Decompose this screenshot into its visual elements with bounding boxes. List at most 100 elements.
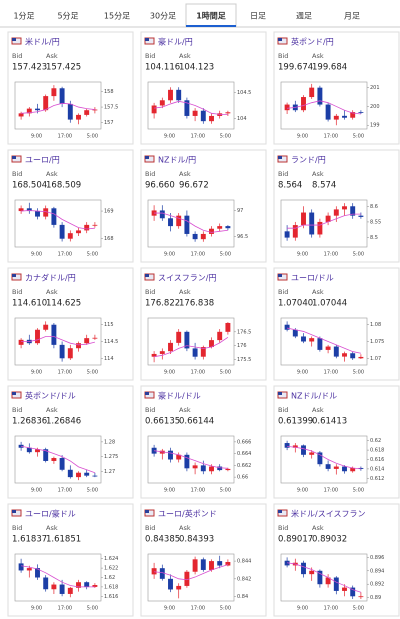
tab[interactable]: 1分足 [13, 12, 34, 21]
x-tick-label: 17:00 [58, 134, 72, 140]
candle-body [84, 582, 90, 587]
pair-name: 米ドル/スイスフラン [291, 509, 365, 519]
moving-average [287, 445, 361, 470]
candle-body [225, 112, 231, 114]
bid-label: Bid [278, 288, 288, 296]
tab[interactable]: 1時間足 [196, 11, 227, 21]
candle-body [35, 568, 40, 578]
y-tick-label: 201 [370, 85, 380, 91]
candle-body [192, 233, 198, 240]
candle-body [292, 445, 298, 448]
moving-average [154, 100, 228, 115]
x-tick-label: 5:00 [353, 252, 364, 258]
candle-body [284, 231, 290, 238]
y-tick-label: 8.55 [370, 219, 381, 225]
x-tick-label: 5:00 [220, 134, 231, 140]
tab[interactable]: 月足 [344, 12, 360, 21]
candle-body [92, 109, 98, 111]
x-tick-label: 5:00 [353, 606, 364, 612]
candle-body [51, 458, 57, 461]
bid-label: Bid [278, 170, 288, 178]
y-tick-label: 158 [104, 89, 114, 95]
candle-body [67, 587, 73, 594]
candle-body [76, 343, 81, 349]
candle-body [151, 568, 157, 575]
candle-body [333, 209, 339, 216]
ask-value: 168.509 [46, 181, 81, 191]
candle-body [284, 443, 290, 448]
y-tick-label: 169 [104, 209, 114, 215]
ask-value: 0.89032 [312, 535, 347, 545]
x-tick-label: 9:00 [297, 252, 308, 258]
y-tick-label: 0.614 [370, 466, 384, 472]
ask-value: 1.26846 [46, 417, 81, 427]
ask-label: Ask [312, 288, 324, 296]
candle-body [18, 339, 24, 345]
moving-average [21, 102, 95, 114]
pair-name: 米ドル/円 [25, 37, 60, 47]
candle-body [192, 465, 198, 469]
x-tick-label: 9:00 [164, 134, 175, 140]
moving-average [154, 337, 229, 358]
pair-name: 豪ドル/円 [158, 37, 193, 47]
candle-body [176, 215, 182, 227]
x-tick-label: 5:00 [87, 370, 98, 376]
candle-body [184, 331, 190, 349]
candle-body [76, 230, 81, 234]
x-tick-label: 17:00 [324, 488, 338, 494]
bid-label: Bid [145, 406, 155, 414]
candle-body [200, 110, 206, 122]
candle-body [317, 87, 323, 105]
bid-label: Bid [145, 52, 155, 60]
x-tick-label: 5:00 [353, 488, 364, 494]
y-tick-label: 0.666 [237, 439, 251, 445]
y-tick-label: 8.5 [370, 235, 378, 241]
tab[interactable]: 日足 [250, 12, 266, 21]
x-tick-label: 5:00 [87, 134, 98, 140]
flag-canton [145, 156, 149, 159]
x-tick-label: 17:00 [191, 606, 205, 612]
candle-body [67, 348, 73, 359]
candle-body [76, 582, 81, 588]
pair-name: NZドル/ドル [291, 392, 337, 401]
flag-canton [145, 38, 149, 41]
x-tick-label: 5:00 [220, 370, 231, 376]
pair-name: スイスフラン/円 [158, 274, 216, 283]
candle-body [18, 563, 24, 571]
y-tick-label: 0.896 [370, 555, 384, 561]
bid-value: 0.61399 [278, 417, 313, 427]
y-tick-label: 0.612 [370, 476, 384, 482]
tab[interactable]: 5分足 [57, 12, 78, 21]
candle-body [168, 89, 173, 101]
candle-body [43, 324, 49, 330]
candle-body [309, 212, 315, 235]
x-tick-label: 9:00 [31, 606, 42, 612]
tab[interactable]: 30分足 [150, 12, 176, 21]
ask-label: Ask [179, 170, 191, 178]
tab[interactable]: 15分足 [104, 12, 130, 21]
candle-body [358, 112, 364, 113]
y-tick-label: 176.5 [237, 329, 251, 335]
tab[interactable]: 週足 [296, 12, 312, 21]
ask-value: 176.838 [179, 299, 214, 309]
ask-label: Ask [46, 406, 58, 414]
ask-label: Ask [46, 288, 58, 296]
x-tick-label: 17:00 [58, 252, 72, 258]
candle-body [159, 568, 165, 579]
chart-frame [14, 435, 102, 484]
